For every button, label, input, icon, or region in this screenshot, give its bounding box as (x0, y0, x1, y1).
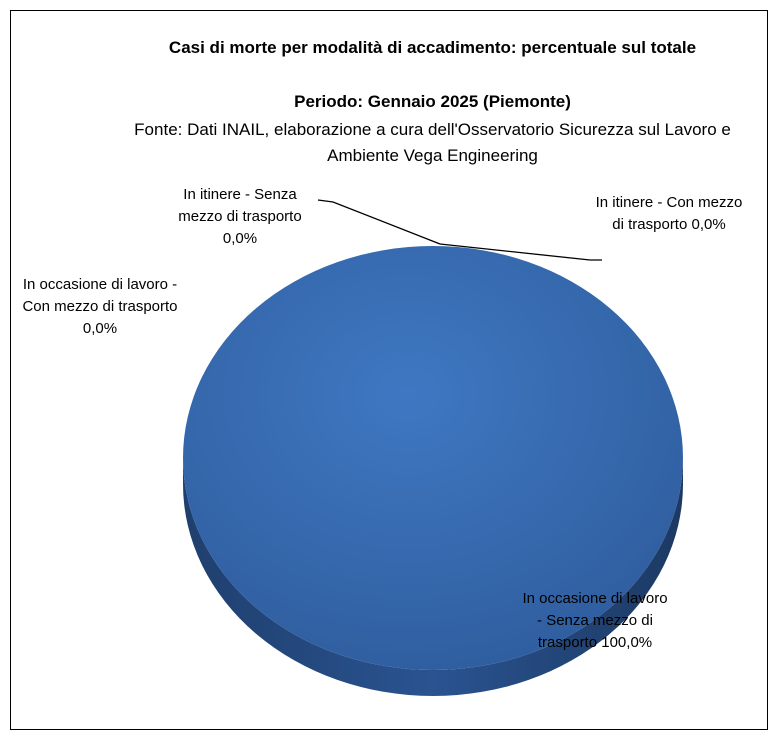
slice-value: 0,0% (691, 216, 726, 233)
chart (183, 199, 683, 696)
pie-slice (183, 246, 683, 670)
slice-value: 100,0% (601, 634, 653, 651)
data-label: In itinere - Senza mezzo di trasporto 0,… (160, 184, 320, 250)
slice-category: In itinere - Senza mezzo di trasporto (178, 186, 302, 225)
slice-value: 0,0% (82, 320, 118, 337)
leader-line (439, 243, 602, 261)
chart-source: Fonte: Dati INAIL, elaborazione a cura d… (134, 120, 731, 165)
chart-subtitle: Periodo: Gennaio 2025 (Piemonte) (294, 92, 571, 111)
chart-title: Casi di morte per modalità di accadiment… (168, 38, 697, 57)
data-label: In itinere - Con mezzo di trasporto 0,0% (590, 192, 748, 236)
leader-line (317, 199, 441, 245)
slice-value: 0,0% (222, 230, 258, 247)
slice-category: In itinere - Con mezzo di trasporto (595, 194, 743, 233)
slice-category: In occasione di lavoro - Senza mezzo di … (522, 590, 668, 651)
data-label: In occasione di lavoro - Con mezzo di tr… (20, 274, 180, 340)
page: Casi di morte per modalità di accadiment… (10, 10, 768, 730)
data-label: In occasione di lavoro - Senza mezzo di … (520, 588, 670, 654)
slice-category: In occasione di lavoro - Con mezzo di tr… (22, 276, 178, 315)
